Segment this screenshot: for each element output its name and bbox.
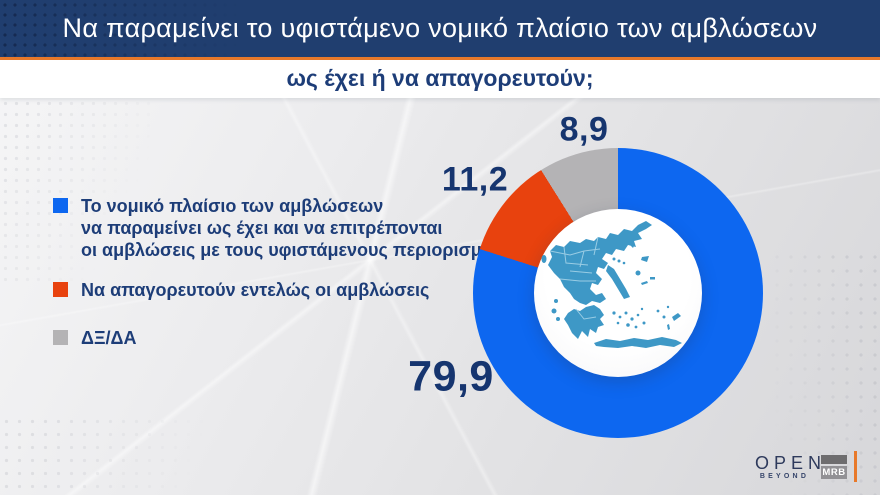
orange-accent-bar — [854, 451, 857, 482]
slice-value-ban: 11,2 — [441, 160, 509, 199]
open-tv-logo: OPEN BEYOND — [750, 453, 827, 480]
legend-swatch-gray — [53, 330, 68, 345]
slice-value-keep-current: 79,9 — [408, 352, 494, 401]
slice-value-dk-na: 8,9 — [559, 110, 609, 149]
dot-pattern-bottom-left — [0, 415, 230, 495]
header-dot-pattern — [0, 0, 240, 57]
legend-label: ΔΞ/ΔΑ — [81, 327, 136, 349]
legend-label-line: Να απαγορευτούν εντελώς οι αμβλώσεις — [81, 280, 430, 300]
legend-label-line: ΔΞ/ΔΑ — [81, 328, 137, 348]
open-logo-tagline: BEYOND — [759, 473, 810, 480]
subtitle-band: ως έχει ή να απαγορευτούν; — [0, 60, 880, 98]
legend-label-line: να παραμείνει ως έχει και να επιτρέποντα… — [81, 218, 443, 238]
legend-label: Το νομικό πλαίσιο των αμβλώσεων να παραμ… — [81, 195, 513, 261]
accent-divider — [0, 57, 880, 60]
page-title: Να παραμείνει το υφιστάμενο νομικό πλαίσ… — [62, 13, 818, 43]
legend-swatch-red — [53, 282, 68, 297]
greece-map-icon — [540, 215, 705, 355]
legend-item-keep-current-framework: Το νομικό πλαίσιο των αμβλώσεων να παραμ… — [53, 195, 513, 261]
legend-label-line: οι αμβλώσεις με τους υφιστάμενους περιορ… — [81, 240, 513, 260]
legend-label: Να απαγορευτούν εντελώς οι αμβλώσεις — [81, 279, 429, 301]
mrb-logo-text: MRB — [821, 466, 847, 479]
header-band: Να παραμείνει το υφιστάμενο νομικό πλαίσ… — [0, 0, 880, 57]
legend-item-dont-know-no-answer: ΔΞ/ΔΑ — [53, 327, 136, 349]
page-subtitle: ως έχει ή να απαγορευτούν; — [286, 65, 594, 91]
mrb-logo: MRB — [821, 455, 847, 479]
mrb-logo-bar — [821, 455, 847, 464]
legend-swatch-blue — [53, 198, 68, 213]
legend-item-ban-completely: Να απαγορευτούν εντελώς οι αμβλώσεις — [53, 279, 429, 301]
open-logo-text: OPEN — [755, 453, 827, 473]
legend-label-line: Το νομικό πλαίσιο των αμβλώσεων — [81, 196, 384, 216]
